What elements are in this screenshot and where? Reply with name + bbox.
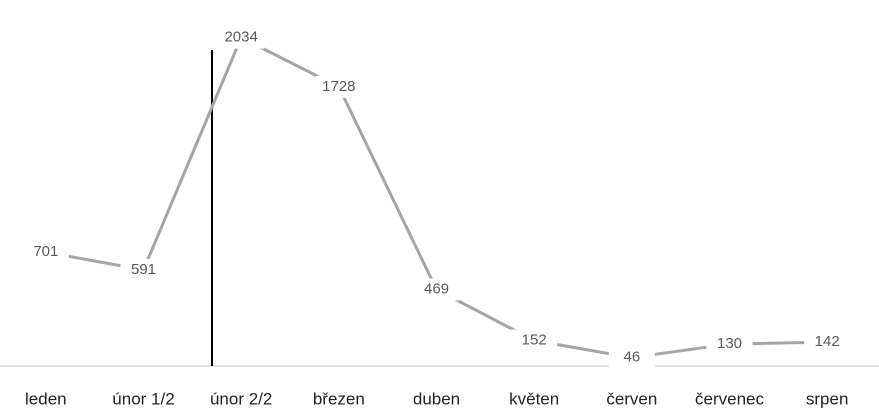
data-label: 130 bbox=[717, 335, 742, 352]
data-label: 2034 bbox=[224, 29, 257, 46]
x-tick-label: srpen bbox=[806, 389, 849, 408]
label-bg bbox=[413, 278, 460, 301]
x-tick-label: duben bbox=[413, 389, 460, 408]
data-label: 591 bbox=[131, 261, 156, 278]
label-bg bbox=[706, 333, 753, 356]
x-tick-label: leden bbox=[25, 389, 67, 408]
line bbox=[45, 35, 828, 360]
label-bg bbox=[22, 241, 69, 264]
x-tick-label: červenec bbox=[695, 389, 764, 408]
data-label: 1728 bbox=[322, 78, 355, 95]
label-bg bbox=[120, 258, 167, 281]
data-label: 701 bbox=[33, 243, 58, 260]
label-bg bbox=[608, 346, 655, 369]
label-bg bbox=[804, 331, 851, 354]
x-tick-label: červen bbox=[606, 389, 657, 408]
x-tick-label: únor 1/2 bbox=[112, 389, 174, 408]
data-label: 142 bbox=[815, 333, 840, 350]
label-bg bbox=[218, 26, 265, 49]
data-label: 469 bbox=[424, 280, 449, 297]
label-bg bbox=[511, 329, 558, 352]
data-label: 46 bbox=[623, 349, 640, 366]
x-tick-label: březen bbox=[313, 389, 365, 408]
data-label: 152 bbox=[522, 332, 547, 349]
x-tick-label: květen bbox=[509, 389, 559, 408]
x-tick-label: únor 2/2 bbox=[210, 389, 272, 408]
label-bg bbox=[315, 75, 362, 98]
